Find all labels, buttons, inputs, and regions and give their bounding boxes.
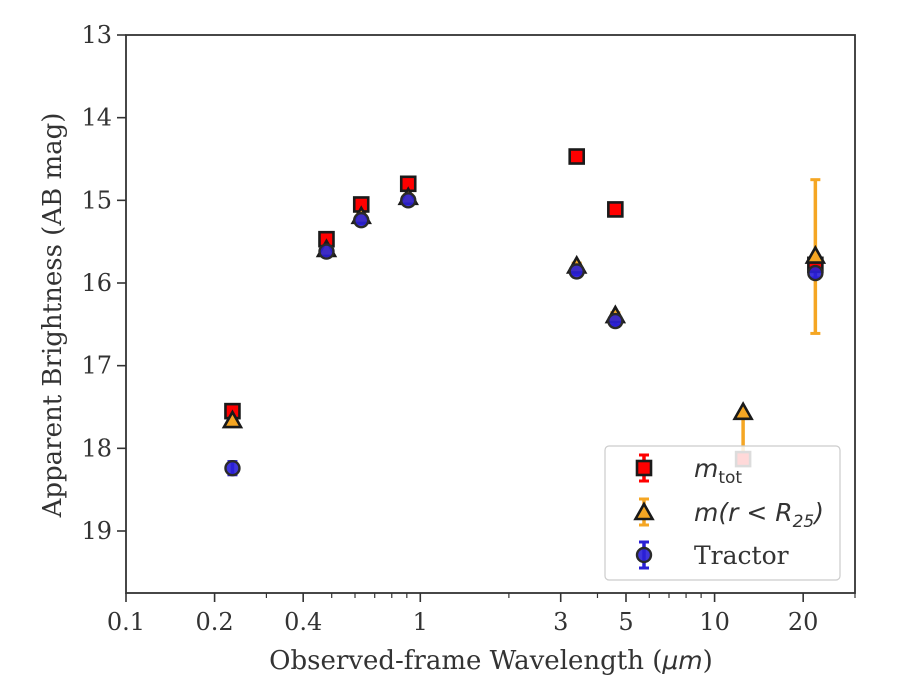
legend-label: m(r < R25) (694, 498, 824, 532)
legend-entry: mtot (635, 453, 742, 488)
legend-marker (635, 459, 653, 477)
data-point (353, 211, 370, 229)
data-point (224, 459, 241, 477)
y-tick-label: 18 (81, 434, 112, 462)
x-tick-label: 20 (788, 608, 819, 636)
data-point (804, 244, 827, 264)
x-axis-label: Observed-frame Wavelength (μm) (269, 646, 713, 676)
x-tick-label: 5 (618, 608, 633, 636)
data-point (400, 192, 417, 209)
x-tick-label: 10 (699, 608, 730, 636)
data-point (221, 409, 244, 429)
y-axis: 13 14 15 16 17 18 19 (81, 21, 126, 545)
x-tick-label: 0.4 (284, 608, 322, 636)
y-axis-label: Apparent Brightness (AB mag) (38, 113, 68, 519)
axes-frame (125, 34, 856, 594)
data-point (732, 401, 754, 421)
legend-label: mtot (694, 454, 742, 488)
legend-marker (633, 501, 655, 521)
series-tractor-markers (224, 192, 824, 477)
y-tick-label: 15 (81, 186, 112, 214)
legend-marker (635, 546, 653, 564)
legend-entry: Tractor (635, 540, 789, 570)
x-tick-label: 0.2 (196, 608, 234, 636)
y-tick-label: 19 (81, 517, 112, 545)
legend: mtot m(r < R25) Tractor (604, 445, 841, 581)
x-tick-label: 1 (413, 608, 428, 636)
x-axis: 0.1 0.2 0.4 1 3 5 10 20 (107, 593, 856, 636)
x-tick-label: 3 (553, 608, 568, 636)
x-tick-label: 0.1 (107, 608, 145, 636)
y-tick-label: 16 (81, 269, 112, 297)
legend-box (604, 445, 841, 581)
y-tick-label: 17 (81, 352, 112, 380)
data-point (568, 148, 586, 165)
legend-label: Tractor (694, 541, 789, 570)
y-tick-label: 14 (81, 104, 112, 132)
data-point (568, 263, 585, 280)
y-tick-label: 13 (81, 21, 112, 49)
data-point (607, 312, 624, 330)
data-point (607, 201, 624, 218)
data-point (807, 264, 824, 282)
data-point (318, 243, 335, 260)
legend-entry: m(r < R25) (633, 497, 824, 532)
plot-marks (221, 148, 827, 477)
